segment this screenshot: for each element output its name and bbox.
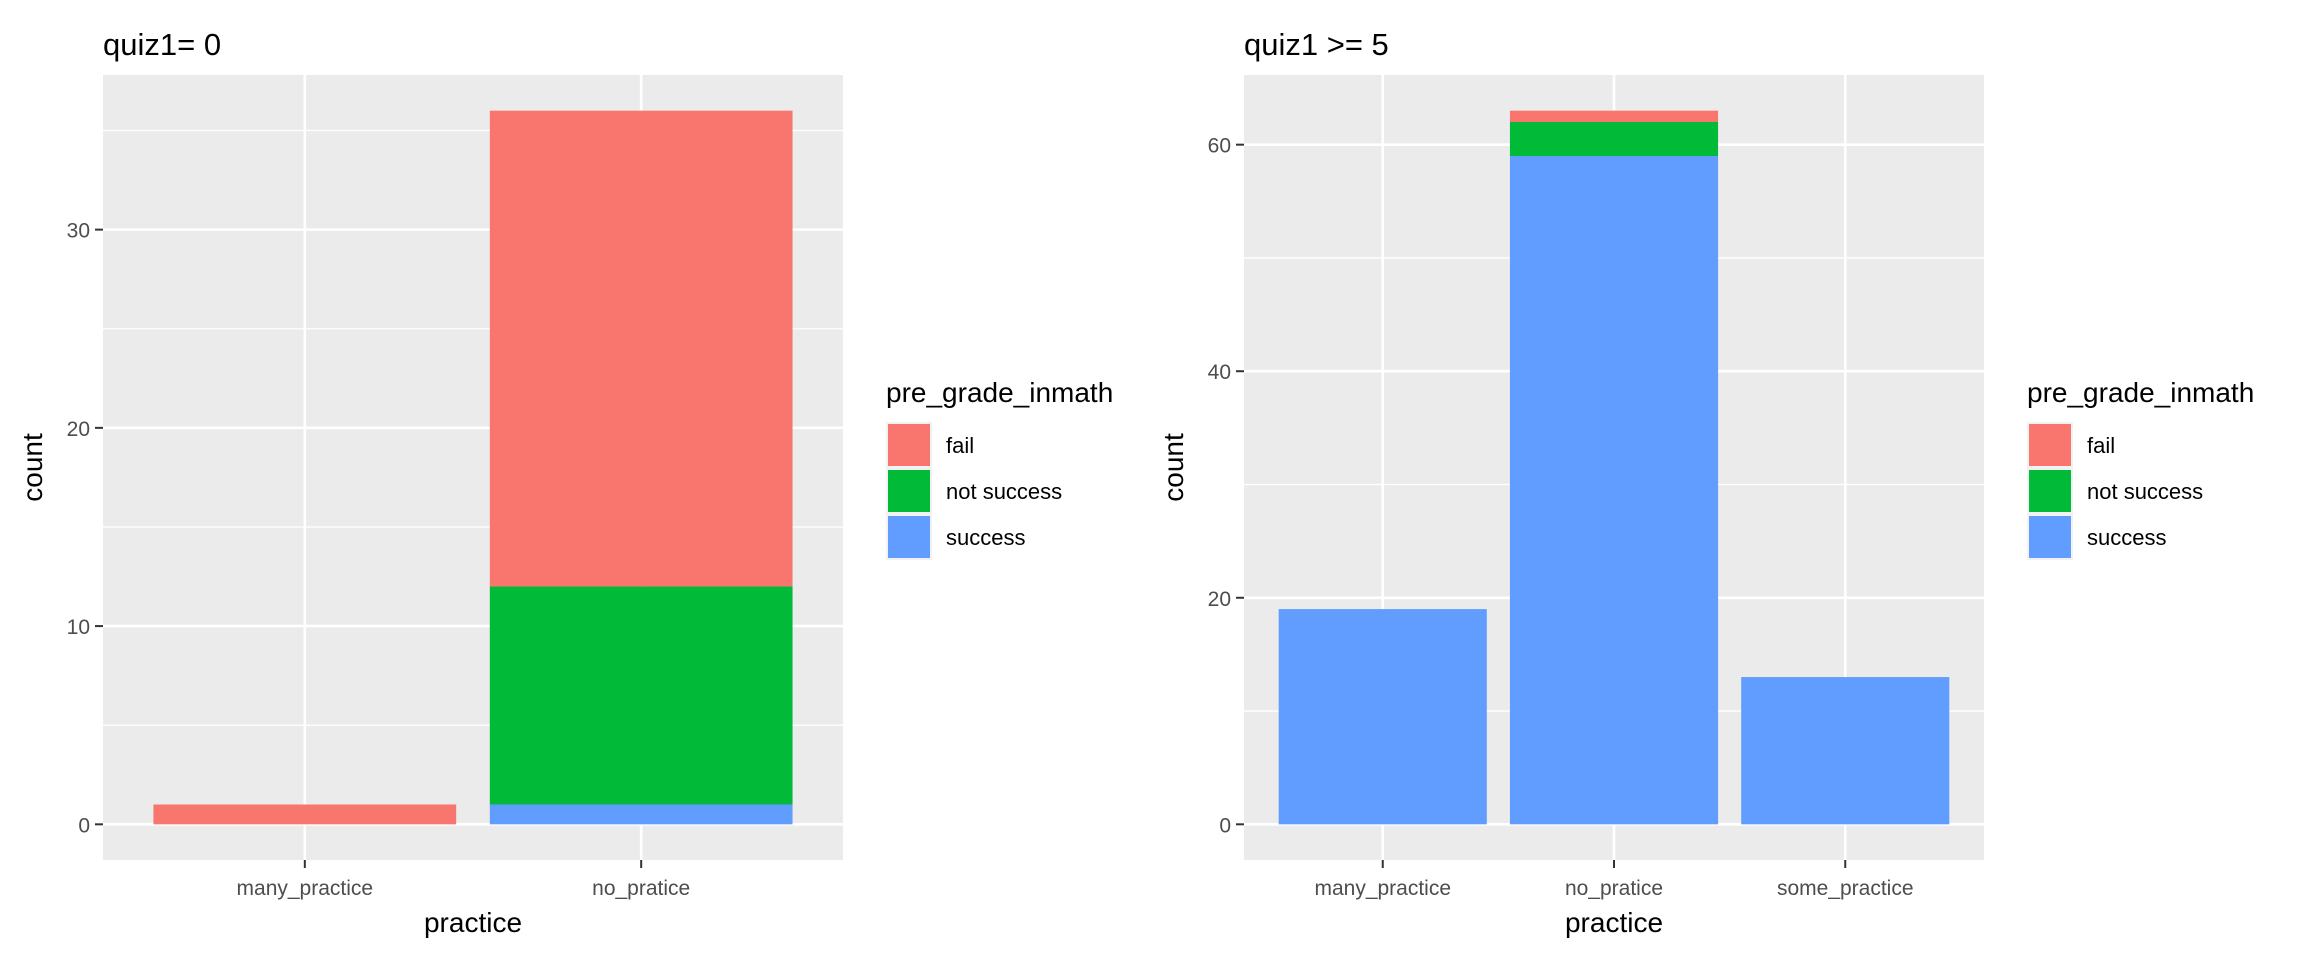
bar-some-practice-success (1741, 677, 1950, 825)
x-axis-title: practice (1565, 907, 1663, 938)
y-tick-label: 30 (67, 220, 90, 243)
legend-label-fail: fail (2087, 433, 2115, 458)
legend-swatch-fail (888, 424, 930, 466)
bar-no-pratice-not-success (489, 586, 793, 805)
legend-title: pre_grade_inmath (886, 377, 1113, 408)
y-tick-label: 40 (1208, 361, 1231, 384)
bar-no-pratice-success (489, 804, 793, 825)
y-tick-label: 60 (1208, 135, 1231, 158)
legend-label-success: success (2087, 525, 2166, 550)
y-tick-label: 10 (67, 616, 90, 639)
legend-swatch-success (2029, 516, 2071, 558)
chart-title: quiz1 >= 5 (1244, 27, 1389, 62)
legend-label-not-success: not success (946, 479, 1062, 504)
x-tick-label-no-pratice: no_pratice (592, 877, 690, 900)
legend-label-fail: fail (946, 433, 974, 458)
y-tick-label: 0 (78, 814, 90, 837)
x-tick-label-some-practice: some_practice (1777, 877, 1914, 900)
x-tick-label-many-practice: many_practice (237, 877, 374, 900)
legend-swatch-fail (2029, 424, 2071, 466)
bar-no-pratice-fail (489, 110, 793, 587)
bar-no-pratice-success (1509, 155, 1719, 825)
legend-swatch-not-success (2029, 470, 2071, 512)
chart-title: quiz1= 0 (103, 27, 221, 62)
chart-panel-quiz1-ge5: quiz1 >= 5 0 20 40 60 many_practice no_pratice… (1158, 27, 2254, 938)
legend-label-not-success: not success (2087, 479, 2203, 504)
legend-swatch-not-success (888, 470, 930, 512)
legend-swatch-success (888, 516, 930, 558)
legend-label-success: success (946, 525, 1025, 550)
y-axis-title: count (1158, 433, 1189, 502)
y-tick-label: 20 (1208, 588, 1231, 611)
bar-no-pratice-fail (1509, 110, 1719, 123)
y-axis-title: count (17, 433, 48, 502)
legend-title: pre_grade_inmath (2027, 377, 2254, 408)
x-tick-label-no-pratice: no_pratice (1565, 877, 1663, 900)
bar-many-practice-fail (153, 804, 457, 825)
y-tick-label: 20 (67, 418, 90, 441)
x-axis-title: practice (424, 907, 522, 938)
y-tick-label: 0 (1219, 814, 1231, 837)
bar-no-pratice-not-success (1509, 122, 1719, 156)
bar-many-practice-success (1278, 609, 1487, 825)
x-tick-label-many-practice: many_practice (1314, 877, 1451, 900)
